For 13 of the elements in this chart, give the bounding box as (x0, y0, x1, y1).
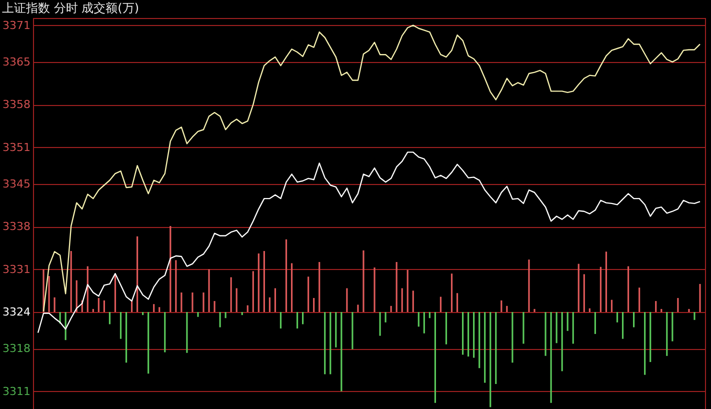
y-tick-label: 3358 (2, 98, 30, 112)
line-series (37, 152, 701, 334)
y-tick-label: 3324 (2, 306, 30, 319)
y-tick-label: 3318 (2, 342, 30, 356)
y-tick-label: 3371 (2, 18, 30, 32)
y-tick-label: 3338 (2, 220, 30, 234)
line-series (42, 24, 701, 312)
y-tick-label: 3345 (2, 177, 30, 190)
y-tick-label: 3311 (2, 384, 30, 398)
y-tick-label: 3351 (2, 140, 30, 154)
chart-title: 上证指数 分时 成交额(万) (2, 1, 140, 15)
y-tick-label: 3331 (2, 262, 30, 276)
y-tick-label: 3365 (2, 55, 30, 68)
